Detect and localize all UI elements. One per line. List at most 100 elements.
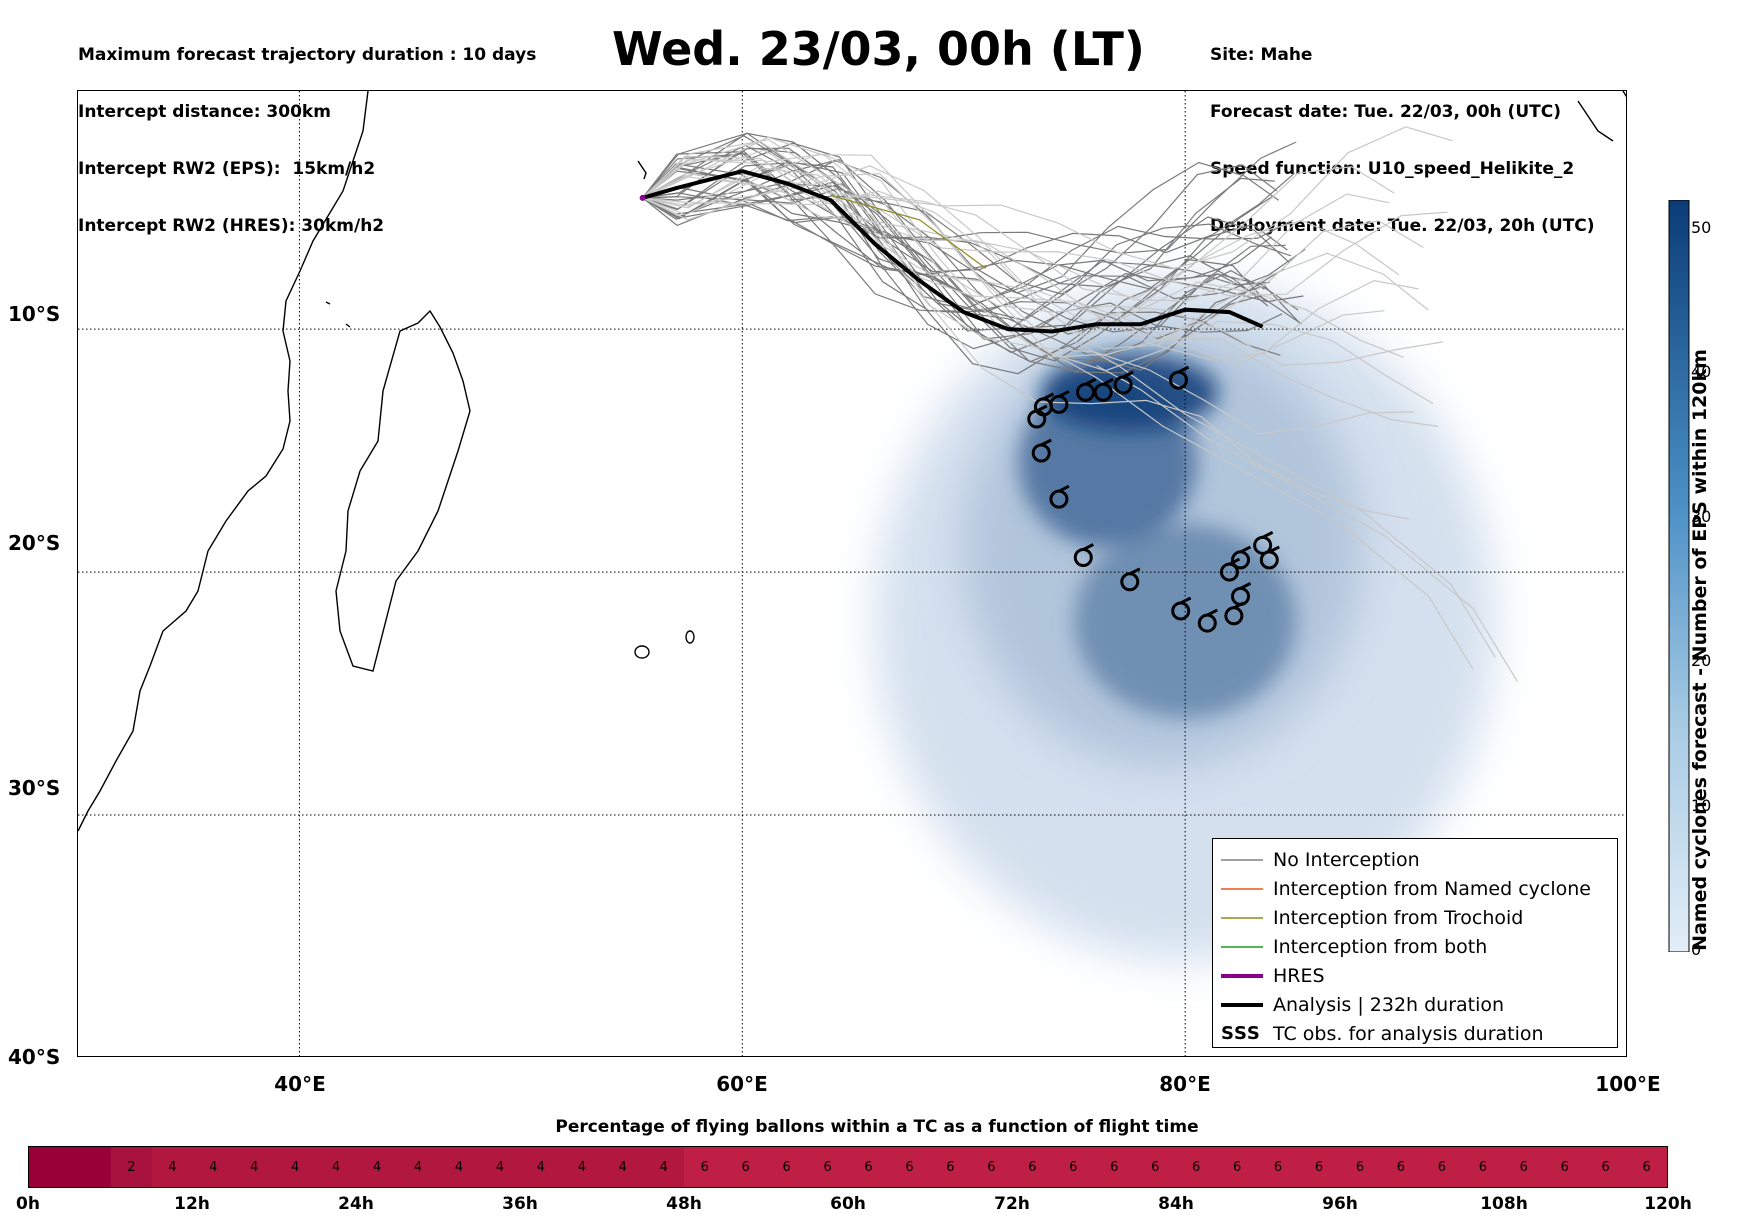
legend-label: TC obs. for analysis duration bbox=[1273, 1022, 1544, 1045]
timeline-tick-label: 96h bbox=[1322, 1194, 1358, 1214]
tc-obs-tail bbox=[1042, 392, 1055, 401]
lon-label-60e: 60°E bbox=[716, 1072, 768, 1096]
header-line: Site: Mahe bbox=[1210, 45, 1313, 65]
timeline-cell: 6 bbox=[1462, 1147, 1504, 1187]
legend-label: HRES bbox=[1273, 964, 1325, 987]
legend-label: Interception from Trochoid bbox=[1273, 906, 1524, 929]
timeline-tick-label: 48h bbox=[666, 1194, 702, 1214]
colorbar bbox=[1668, 200, 1690, 952]
map-legend: No Interception Interception from Named … bbox=[1212, 838, 1618, 1048]
timeline-cell: 4 bbox=[151, 1147, 193, 1187]
tc-obs-icon bbox=[1113, 370, 1134, 395]
tc-obs-tail bbox=[1239, 545, 1252, 554]
timeline-cell: 6 bbox=[1175, 1147, 1217, 1187]
map-canvas[interactable] bbox=[78, 91, 1627, 1057]
header-line: Forecast date: Tue. 22/03, 00h (UTC) bbox=[1210, 102, 1561, 122]
timeline-cell: 6 bbox=[929, 1147, 971, 1187]
timeline-tick-label: 84h bbox=[1158, 1194, 1194, 1214]
tc-symbol-icon: ЅЅЅ bbox=[1221, 1023, 1260, 1044]
tc-obs-icon bbox=[1259, 545, 1280, 570]
timeline-cell: 6 bbox=[1134, 1147, 1176, 1187]
lon-label-100e: 100°E bbox=[1595, 1072, 1661, 1096]
timeline-cell: 6 bbox=[1257, 1147, 1299, 1187]
analysis-track bbox=[642, 169, 1264, 334]
tc-obs-icon bbox=[1169, 365, 1190, 390]
ensemble-track bbox=[642, 162, 1283, 350]
ensemble-track bbox=[642, 149, 1414, 435]
tc-obs-tail bbox=[1261, 531, 1274, 539]
timeline-cell: 6 bbox=[1380, 1147, 1422, 1187]
timeline-cell: 6 bbox=[1011, 1147, 1053, 1187]
colorbar-tick: 10 bbox=[1691, 796, 1712, 815]
tc-obs-icon bbox=[1076, 377, 1097, 402]
island-mauritius bbox=[685, 630, 695, 644]
legend-item: Analysis | 232h duration bbox=[1221, 990, 1609, 1019]
ensemble-track bbox=[642, 132, 1295, 273]
island-sumatra bbox=[1577, 91, 1626, 142]
colorbar-tick: 40 bbox=[1691, 362, 1712, 381]
tc-obs-icon bbox=[1049, 390, 1070, 414]
timeline-cell: 6 bbox=[1298, 1147, 1340, 1187]
island-comoros bbox=[325, 301, 351, 328]
timeline-cell: 6 bbox=[1503, 1147, 1545, 1187]
timeline-tick-label: 12h bbox=[174, 1194, 210, 1214]
tc-obs-icon bbox=[1049, 484, 1070, 509]
tc-obs-tail bbox=[1122, 370, 1134, 379]
ensemble-track bbox=[642, 142, 1294, 304]
timeline-cell: 4 bbox=[397, 1147, 439, 1187]
timeline-cell: 4 bbox=[561, 1147, 603, 1187]
ensemble-track bbox=[642, 136, 1443, 366]
timeline-cell: 4 bbox=[192, 1147, 234, 1187]
header-line: Intercept RW2 (HRES): 30km/h2 bbox=[78, 216, 385, 236]
legend-item: HRES bbox=[1221, 961, 1609, 990]
ensemble-track bbox=[642, 140, 1385, 366]
legend-item: Interception from both bbox=[1221, 932, 1609, 961]
colorbar-tick: 30 bbox=[1691, 507, 1712, 526]
page-title: Wed. 23/03, 00h (LT) bbox=[612, 22, 1145, 76]
ensemble-track bbox=[642, 172, 1424, 338]
cyclone-density-field bbox=[875, 280, 1496, 961]
timeline-cell: 4 bbox=[438, 1147, 480, 1187]
header-line: Intercept distance: 300km bbox=[78, 102, 331, 122]
tc-obs-tail bbox=[1268, 545, 1280, 554]
legend-item: No Interception bbox=[1221, 845, 1609, 874]
timeline-cell: 4 bbox=[602, 1147, 644, 1187]
timeline-cell: 6 bbox=[684, 1147, 726, 1187]
timeline-cell: 6 bbox=[1421, 1147, 1463, 1187]
ensemble-track bbox=[642, 153, 1286, 333]
ensemble-track bbox=[642, 147, 1306, 313]
madagascar-coastline bbox=[335, 309, 471, 672]
tc-obs-icon bbox=[1171, 596, 1192, 621]
timeline-cell: 6 bbox=[1052, 1147, 1094, 1187]
timeline-cell: 4 bbox=[643, 1147, 685, 1187]
timeline-tick-label: 60h bbox=[830, 1194, 866, 1214]
timeline-tick-label: 72h bbox=[994, 1194, 1030, 1214]
timeline-cell: 2 bbox=[110, 1147, 152, 1187]
timeline-cell: 6 bbox=[1585, 1147, 1627, 1187]
timeline-title: Percentage of flying ballons within a TC… bbox=[555, 1117, 1199, 1137]
colorbar-tick: 20 bbox=[1691, 651, 1712, 670]
ensemble-track bbox=[642, 161, 1304, 340]
header-line: Maximum forecast trajectory duration : 1… bbox=[78, 45, 537, 65]
lat-label-20s: 20°S bbox=[8, 531, 61, 555]
header-line: Deployment date: Tue. 22/03, 20h (UTC) bbox=[1210, 216, 1595, 236]
lon-label-40e: 40°E bbox=[274, 1072, 326, 1096]
tc-obs-icon bbox=[1073, 543, 1094, 567]
timeline-tick-label: 120h bbox=[1644, 1194, 1692, 1214]
header-line: Intercept RW2 (EPS): 15km/h2 bbox=[78, 159, 376, 179]
timeline-cell bbox=[29, 1147, 70, 1187]
tc-obs-icon bbox=[1219, 557, 1241, 582]
timeline-cell: 6 bbox=[1216, 1147, 1258, 1187]
timeline-tick-label: 36h bbox=[502, 1194, 538, 1214]
tc-obs-tail bbox=[1206, 608, 1218, 617]
timeline-cell: 6 bbox=[725, 1147, 767, 1187]
timeline-tick-label: 0h bbox=[16, 1194, 40, 1214]
ensemble-track bbox=[642, 159, 1292, 321]
ensemble-track bbox=[642, 165, 1400, 323]
map-panel[interactable] bbox=[77, 90, 1627, 1057]
ensemble-track bbox=[642, 139, 1448, 297]
ensemble-track bbox=[642, 166, 1299, 374]
timeline-tick-label: 24h bbox=[338, 1194, 374, 1214]
timeline-cell: 6 bbox=[1093, 1147, 1135, 1187]
